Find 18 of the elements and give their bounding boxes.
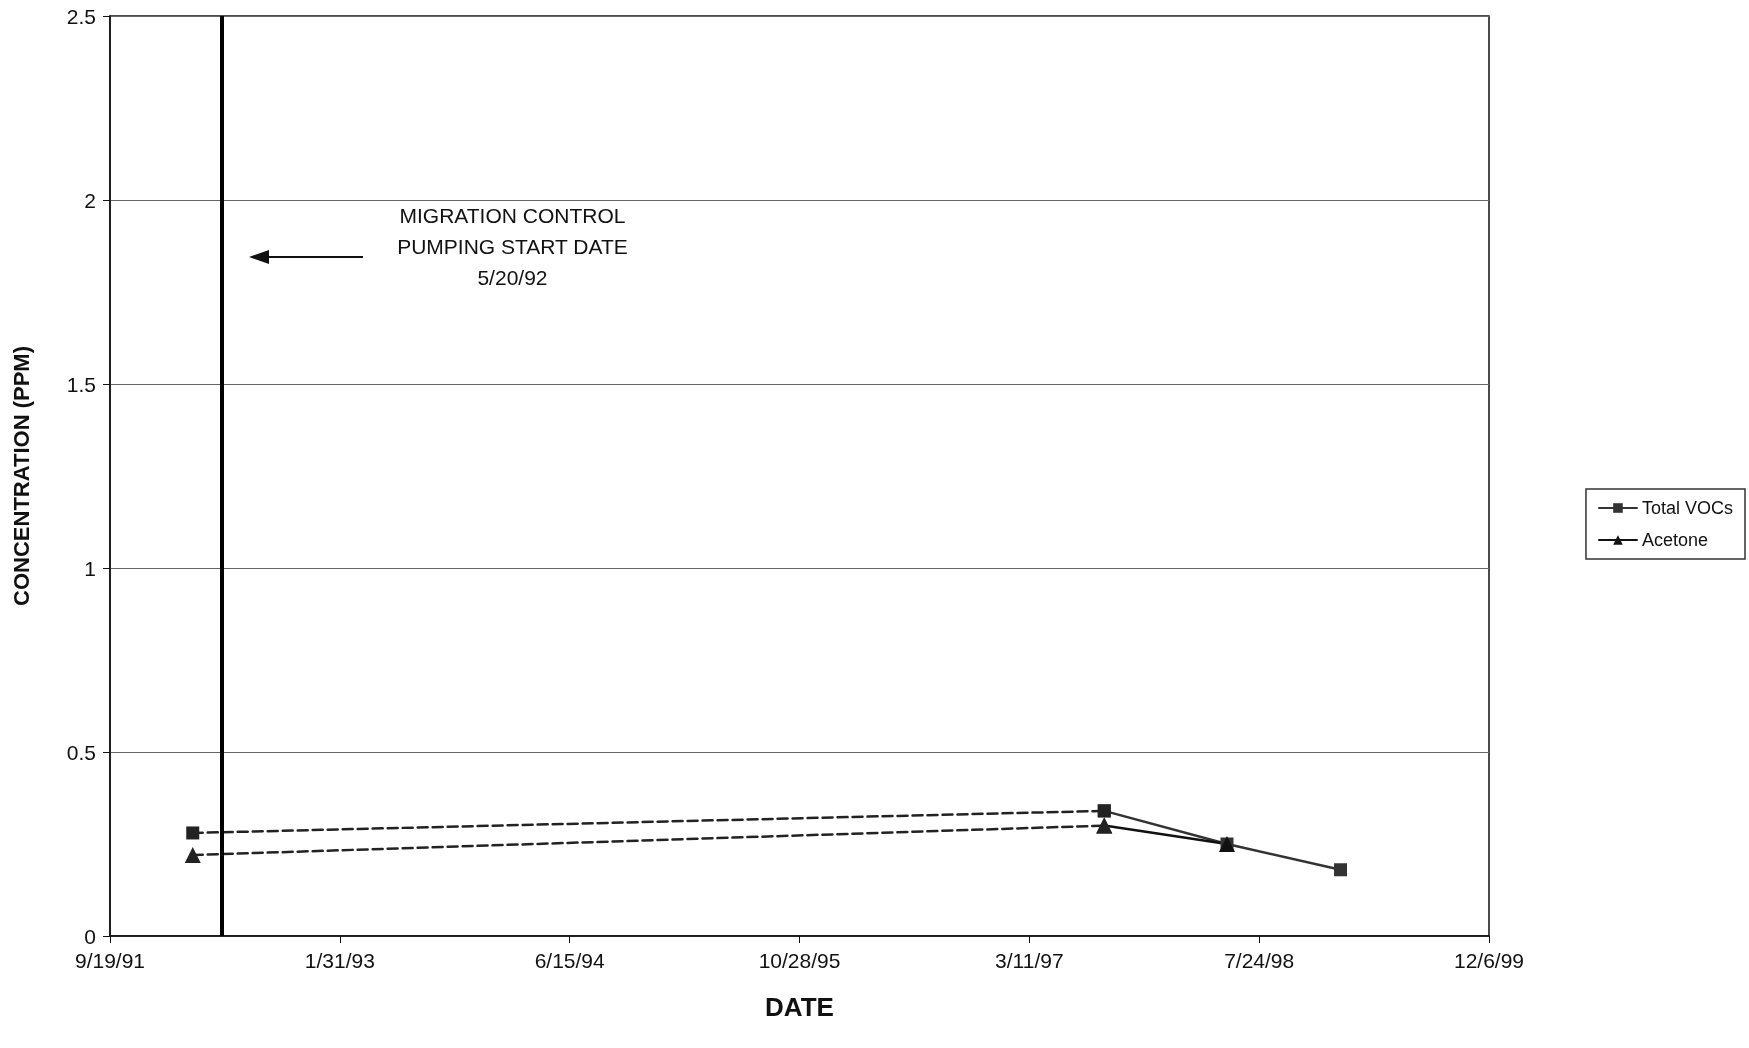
x-tick-label: 10/28/95 [758,949,841,972]
y-tick-label: 0 [84,924,96,948]
x-tick-label: 1/31/93 [304,949,375,972]
annotation: MIGRATION CONTROL PUMPING START DATE 5/20/92 [397,203,628,291]
y-tick-label: 1 [84,556,96,580]
legend-label: Acetone [1641,530,1709,550]
x-tick-label: 12/6/99 [1453,949,1525,972]
y-tick-label: 2.5 [66,4,96,28]
y-axis-title: CONCENTRATION (PPM) [8,346,34,606]
x-tick-label: 6/15/94 [534,949,606,972]
x-tick-label: 3/11/97 [995,949,1064,972]
y-tick-label: 2 [84,188,96,212]
legend-label: Total VOCs [1641,498,1733,518]
y-tick-label: 0.5 [66,740,96,764]
x-axis-title: DATE [765,992,834,1022]
x-tick-label: 9/19/91 [74,949,146,972]
y-tick-label: 1.5 [66,372,96,396]
x-tick-label: 7/24/98 [1224,949,1295,972]
